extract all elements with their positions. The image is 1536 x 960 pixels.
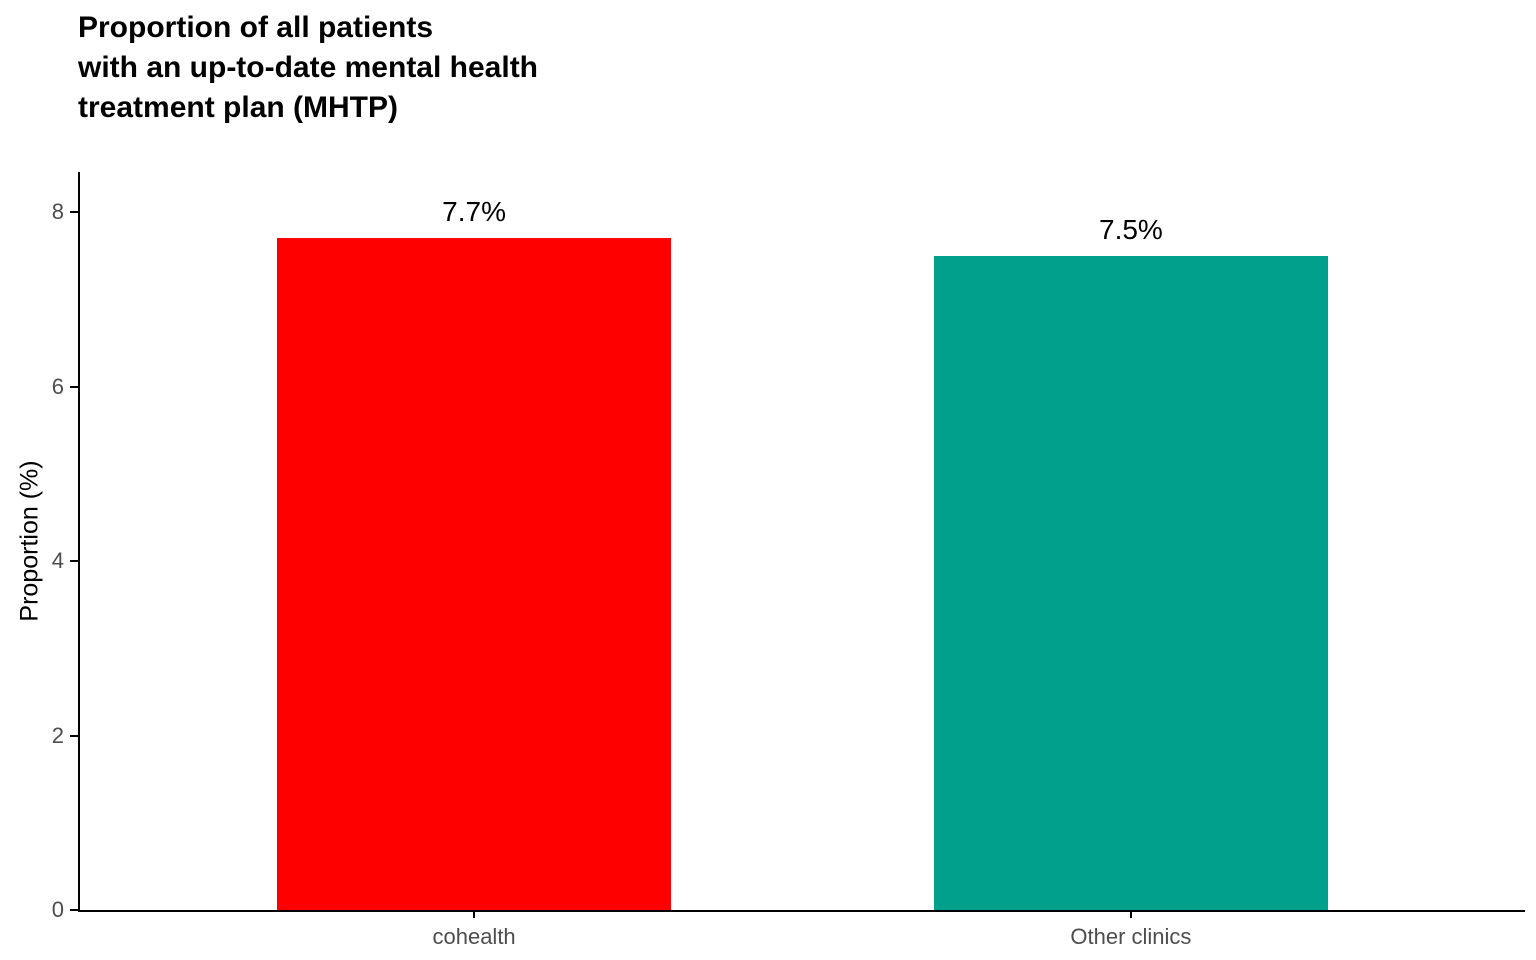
y-tick-label: 6: [51, 373, 64, 399]
y-tick-mark: [70, 211, 78, 214]
y-tick-label: 0: [51, 897, 64, 922]
y-axis-title: Proportion (%): [15, 460, 44, 622]
bar-cohealth: [277, 238, 672, 910]
x-tick-mark: [473, 910, 476, 918]
x-tick-label: Other clinics: [1070, 924, 1192, 949]
y-tick-label: 2: [51, 722, 64, 748]
chart-title: Proportion of all patients with an up-to…: [78, 11, 539, 124]
x-tick-mark: [1129, 910, 1132, 918]
bar-value-label: 7.7%: [442, 196, 506, 228]
y-tick-label: 8: [51, 199, 64, 225]
y-tick-mark: [70, 385, 78, 388]
x-tick-label: cohealth: [432, 924, 516, 949]
y-tick-mark: [70, 560, 78, 563]
plot-area: 0 2 4 6 8 7.7% cohealth 7.5% Other clinics: [52, 172, 1525, 949]
y-tick-mark: [70, 734, 78, 737]
bar-value-label: 7.5%: [1098, 213, 1163, 245]
y-tick-label: 4: [51, 548, 64, 574]
bar-other-clinics: [933, 255, 1328, 910]
y-tick-mark: [70, 909, 78, 911]
